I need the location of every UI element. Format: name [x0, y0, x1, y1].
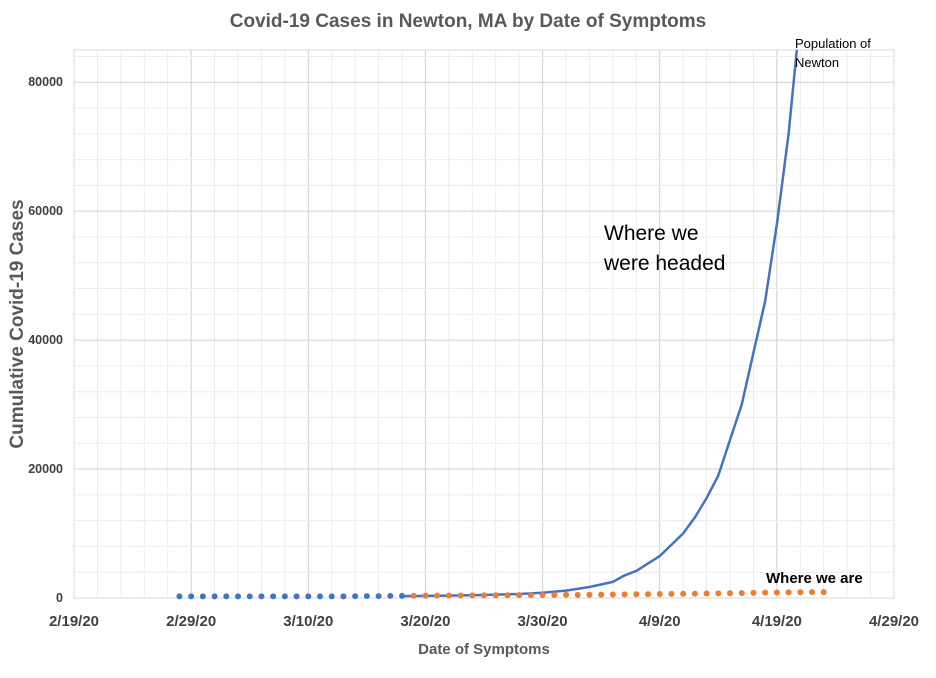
data-point-blue: [375, 593, 382, 600]
data-point-orange: [445, 592, 452, 599]
x-tick-label: 3/20/20: [400, 613, 450, 630]
plot-area: [73, 49, 895, 599]
x-tick-label: 2/19/20: [49, 613, 99, 630]
data-point-orange: [492, 592, 499, 599]
data-point-blue: [223, 593, 230, 600]
data-point-orange: [750, 589, 757, 596]
y-tick-labels: 0 20000 40000 60000 80000: [28, 75, 63, 605]
data-point-orange: [469, 592, 476, 599]
data-point-orange: [820, 589, 827, 596]
data-point-orange: [621, 591, 628, 598]
series-line-projection: [401, 49, 799, 598]
data-point-blue: [258, 593, 265, 600]
annotation-headed-line2: were headed: [603, 252, 725, 275]
chart-title: Covid-19 Cases in Newton, MA by Date of …: [230, 11, 707, 32]
y-axis-title: Cumulative Covid-19 Cases: [7, 199, 28, 448]
annotation-population-line1: Population of: [795, 36, 871, 51]
x-tick-label: 3/10/20: [283, 613, 333, 630]
data-point-blue: [317, 593, 323, 600]
data-point-orange: [481, 592, 487, 599]
data-point-orange: [598, 591, 605, 598]
x-tick-label: 4/9/20: [639, 613, 681, 630]
annotation-where-we-are: Where we are: [766, 570, 863, 587]
data-point-orange: [773, 589, 780, 596]
y-tick-label: 60000: [28, 204, 63, 218]
data-point-blue: [270, 593, 277, 600]
data-point-blue: [363, 593, 370, 600]
y-tick-label: 0: [56, 591, 63, 605]
data-point-orange: [703, 590, 710, 597]
data-point-orange: [680, 590, 687, 597]
x-tick-label: 4/19/20: [752, 613, 802, 630]
data-point-blue: [281, 593, 288, 600]
data-point-orange: [563, 591, 569, 598]
data-point-blue: [399, 592, 405, 599]
data-point-blue: [235, 593, 241, 600]
data-point-orange: [691, 590, 698, 597]
data-point-orange: [586, 591, 593, 598]
data-point-blue: [328, 593, 335, 600]
annotations: Population of Newton Where we were heade…: [603, 36, 871, 587]
data-point-orange: [410, 592, 417, 599]
annotation-headed-line1: Where we: [604, 222, 699, 245]
y-tick-label: 40000: [28, 333, 63, 347]
data-point-orange: [457, 592, 464, 599]
data-point-orange: [645, 591, 651, 598]
data-point-blue: [340, 593, 347, 600]
x-tick-labels: 2/19/20 2/29/20 3/10/20 3/20/20 3/30/20 4/9/2…: [49, 613, 919, 630]
x-tick-label: 4/29/20: [869, 613, 919, 630]
data-point-blue: [211, 593, 218, 600]
annotation-population-line2: Newton: [795, 55, 839, 70]
data-point-blue: [305, 593, 312, 600]
data-point-blue: [188, 593, 195, 600]
data-point-orange: [785, 589, 792, 596]
data-point-orange: [422, 592, 429, 599]
data-point-orange: [727, 590, 733, 597]
data-point-blue: [176, 593, 183, 600]
data-point-blue: [246, 593, 253, 600]
data-point-orange: [574, 591, 581, 598]
x-tick-label: 2/29/20: [166, 613, 216, 630]
data-point-orange: [809, 589, 815, 596]
plot-gridlines: [73, 50, 895, 599]
data-point-orange: [656, 591, 663, 598]
y-tick-label: 20000: [28, 462, 63, 476]
data-point-blue: [293, 593, 300, 600]
data-point-orange: [504, 592, 511, 599]
data-point-orange: [527, 592, 534, 599]
x-axis-title: Date of Symptoms: [418, 641, 550, 658]
data-point-orange: [633, 591, 640, 598]
data-point-orange: [609, 591, 616, 598]
data-point-blue: [387, 592, 394, 599]
data-point-orange: [539, 592, 546, 599]
series-layer: [176, 49, 827, 600]
data-point-orange: [516, 592, 523, 599]
data-point-orange: [551, 591, 558, 598]
y-tick-label: 80000: [28, 75, 63, 89]
data-point-orange: [434, 592, 441, 599]
data-point-orange: [715, 590, 722, 597]
data-point-orange: [797, 589, 804, 596]
x-tick-label: 3/30/20: [518, 613, 568, 630]
data-point-blue: [199, 593, 206, 600]
data-point-orange: [668, 590, 675, 597]
data-point-blue: [352, 593, 359, 600]
data-point-orange: [738, 590, 745, 597]
data-point-orange: [762, 589, 769, 596]
